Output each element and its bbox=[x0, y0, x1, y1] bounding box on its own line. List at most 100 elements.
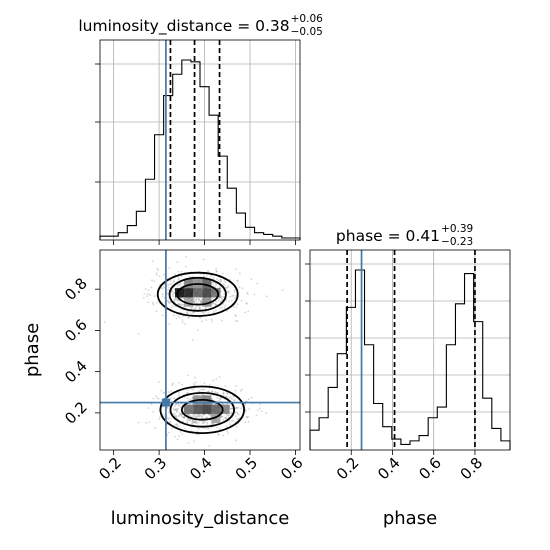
sample-point bbox=[204, 306, 207, 309]
sample-point bbox=[216, 392, 219, 394]
sample-point bbox=[238, 272, 241, 275]
sample-point bbox=[234, 314, 237, 316]
sample-point bbox=[195, 421, 198, 424]
sample-point bbox=[158, 418, 161, 420]
sample-point bbox=[178, 381, 180, 384]
sample-point bbox=[197, 297, 200, 300]
sample-point bbox=[223, 307, 226, 309]
sample-point bbox=[152, 303, 155, 306]
sample-point bbox=[235, 315, 237, 318]
sample-point bbox=[222, 296, 225, 298]
sample-point bbox=[186, 312, 188, 315]
sample-point bbox=[182, 303, 185, 306]
sample-point bbox=[151, 301, 154, 304]
sample-point bbox=[193, 301, 196, 304]
sample-point bbox=[193, 413, 195, 416]
sample-point bbox=[240, 407, 243, 410]
sample-point bbox=[177, 279, 180, 281]
sample-point bbox=[231, 407, 234, 410]
sample-point bbox=[241, 287, 244, 290]
sample-point bbox=[162, 391, 165, 394]
sample-point bbox=[193, 384, 196, 387]
sample-point bbox=[224, 385, 227, 388]
sample-point bbox=[226, 413, 228, 416]
sample-point bbox=[226, 392, 229, 395]
sample-point bbox=[180, 412, 183, 415]
sample-point bbox=[201, 393, 204, 396]
sample-point bbox=[173, 292, 176, 295]
sample-point bbox=[194, 307, 197, 310]
sample-point bbox=[155, 271, 158, 274]
sample-point bbox=[181, 413, 183, 416]
sample-point bbox=[245, 302, 248, 304]
sample-point bbox=[103, 320, 106, 323]
sample-point bbox=[173, 405, 176, 407]
sample-point bbox=[179, 405, 182, 408]
sample-point bbox=[220, 415, 223, 418]
sample-point bbox=[221, 403, 224, 405]
sample-point bbox=[207, 390, 210, 393]
sample-point bbox=[163, 391, 166, 394]
sample-point bbox=[216, 392, 219, 394]
sample-point bbox=[182, 420, 185, 423]
sample-point bbox=[194, 421, 196, 423]
sample-point bbox=[237, 413, 240, 416]
sample-point bbox=[215, 270, 218, 273]
sample-point bbox=[221, 306, 224, 309]
sample-point bbox=[179, 304, 182, 307]
sample-point bbox=[212, 276, 215, 279]
sample-point bbox=[203, 382, 206, 385]
sample-point bbox=[198, 415, 200, 418]
sample-point bbox=[216, 426, 218, 429]
luminosity-distance-histogram-panel: luminosity_distance = 0.38 +0.06 −0.05 bbox=[78, 13, 323, 245]
sample-point bbox=[150, 286, 153, 289]
sample-point bbox=[178, 302, 181, 305]
sample-point bbox=[230, 411, 233, 414]
y-tick-label-2: 0.6 bbox=[61, 316, 91, 346]
phase-title-main: phase = 0.41 bbox=[336, 227, 440, 245]
sample-point bbox=[170, 291, 173, 293]
sample-point bbox=[191, 419, 194, 422]
contour-mode-1-level-2 bbox=[159, 385, 245, 434]
sample-point bbox=[181, 415, 184, 418]
sample-point bbox=[169, 283, 171, 286]
sample-point bbox=[218, 399, 220, 402]
sample-point bbox=[190, 307, 193, 310]
sample-point bbox=[200, 301, 203, 304]
sample-point bbox=[171, 290, 173, 292]
sample-point bbox=[236, 412, 239, 415]
sample-point bbox=[231, 398, 233, 400]
sample-point bbox=[212, 394, 215, 397]
sample-point bbox=[236, 418, 239, 421]
density-cell-0 bbox=[175, 288, 185, 298]
sample-point bbox=[235, 425, 238, 428]
sample-point bbox=[168, 286, 170, 289]
sample-point bbox=[192, 298, 195, 301]
sample-point bbox=[217, 279, 220, 282]
sample-point bbox=[154, 427, 157, 429]
sample-point bbox=[234, 297, 237, 299]
sample-point bbox=[175, 414, 178, 417]
sample-point bbox=[182, 305, 185, 308]
sample-point bbox=[168, 417, 171, 420]
sample-point bbox=[212, 302, 215, 305]
sample-point bbox=[235, 407, 238, 409]
sample-point bbox=[219, 307, 222, 310]
sample-point bbox=[215, 309, 217, 312]
sample-point bbox=[155, 395, 157, 397]
sample-point bbox=[143, 292, 146, 295]
sample-point bbox=[211, 302, 213, 305]
sample-point bbox=[220, 295, 223, 298]
sample-point bbox=[217, 433, 220, 436]
sample-point bbox=[236, 303, 239, 306]
sample-point bbox=[185, 392, 188, 395]
sample-point bbox=[226, 392, 229, 395]
phase-title: phase = 0.41 bbox=[336, 227, 440, 245]
phase-x-tick-label-0: 0.2 bbox=[333, 454, 363, 484]
sample-point bbox=[224, 416, 227, 419]
sample-point bbox=[167, 299, 170, 302]
sample-point bbox=[181, 433, 184, 436]
sample-point bbox=[212, 284, 215, 287]
sample-point bbox=[233, 398, 236, 401]
sample-point bbox=[220, 280, 223, 283]
